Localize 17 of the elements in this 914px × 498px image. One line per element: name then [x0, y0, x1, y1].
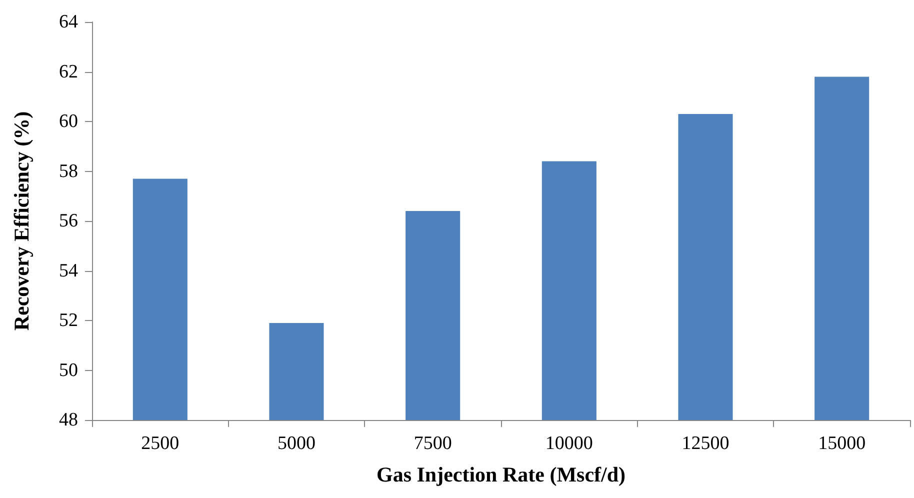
y-tick-label: 50	[59, 360, 78, 381]
y-tick-label: 58	[59, 160, 78, 182]
y-tick-label: 64	[59, 12, 78, 32]
x-tick-label: 12500	[682, 433, 730, 454]
y-tick-label: 48	[59, 410, 78, 430]
y-tick-label: 60	[59, 111, 78, 132]
x-tick-label: 15000	[818, 433, 866, 454]
y-axis-title: Recovery Efficiency (%)	[10, 111, 34, 331]
y-tick-label: 56	[59, 210, 78, 232]
x-tick-label: 10000	[545, 433, 593, 454]
x-tick-label: 7500	[414, 433, 452, 454]
x-tick-label: 5000	[278, 433, 316, 454]
x-axis-title: Gas Injection Rate (Mscf/d)	[376, 462, 626, 486]
y-tick-label: 54	[59, 260, 78, 282]
y-tick-label: 62	[59, 61, 78, 82]
x-tick-label: 2500	[141, 433, 180, 454]
y-tick-label: 52	[59, 310, 78, 331]
